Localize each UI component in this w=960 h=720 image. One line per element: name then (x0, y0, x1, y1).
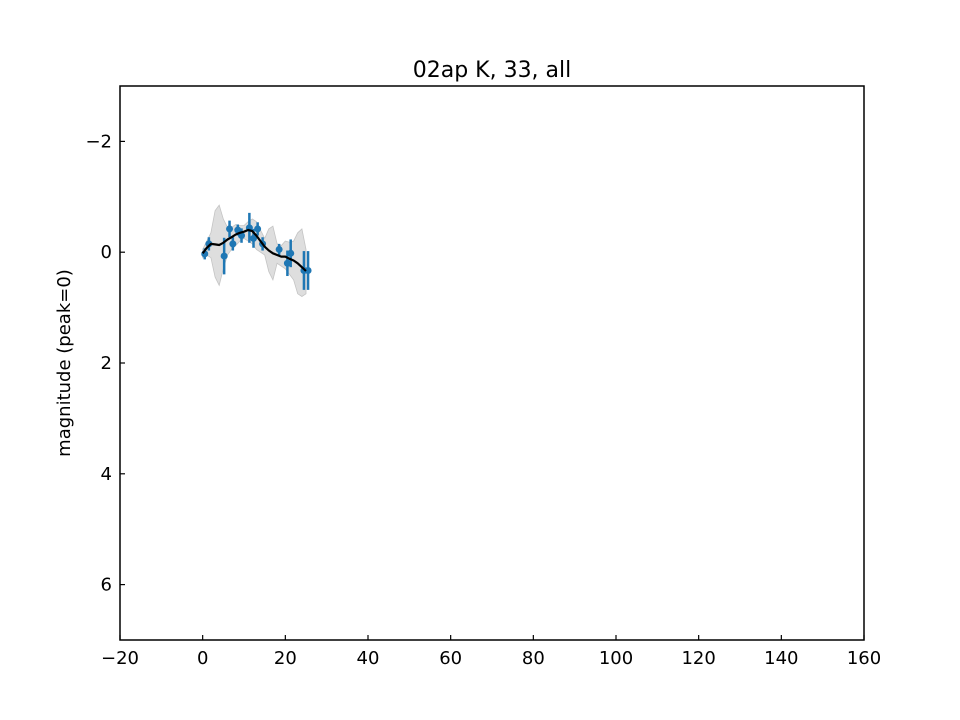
plot-area (201, 204, 312, 297)
data-point (275, 245, 283, 253)
data-point (250, 234, 258, 242)
chart-title: 02ap K, 33, all (413, 58, 572, 83)
x-tick-label: 60 (439, 648, 462, 669)
y-tick-label: 6 (101, 575, 112, 596)
y-axis-label: magnitude (peak=0) (54, 269, 75, 457)
y-tick-label: −2 (85, 131, 112, 152)
data-point (229, 240, 237, 248)
data-point (304, 266, 312, 274)
y-tick-label: 0 (101, 242, 112, 263)
x-axis-ticks: −20 0 20 40 60 80 100 120 140 160 (101, 635, 881, 669)
data-point (254, 225, 262, 233)
x-tick-label: −20 (101, 648, 139, 669)
x-tick-label: 140 (764, 648, 798, 669)
data-point (283, 259, 291, 267)
x-tick-label: 80 (522, 648, 545, 669)
y-tick-label: 4 (101, 464, 112, 485)
x-tick-label: 160 (847, 648, 881, 669)
y-axis-ticks: −2 0 2 4 6 (85, 131, 125, 596)
y-tick-label: 2 (101, 353, 112, 374)
x-tick-label: 120 (681, 648, 715, 669)
x-tick-label: 0 (197, 648, 208, 669)
plot-frame (119, 85, 865, 641)
x-tick-label: 40 (357, 648, 380, 669)
data-point (287, 249, 295, 257)
fit-curve (201, 228, 307, 272)
x-tick-label: 100 (599, 648, 633, 669)
x-tick-label: 20 (274, 648, 297, 669)
data-point (226, 225, 234, 233)
data-point (220, 252, 228, 260)
